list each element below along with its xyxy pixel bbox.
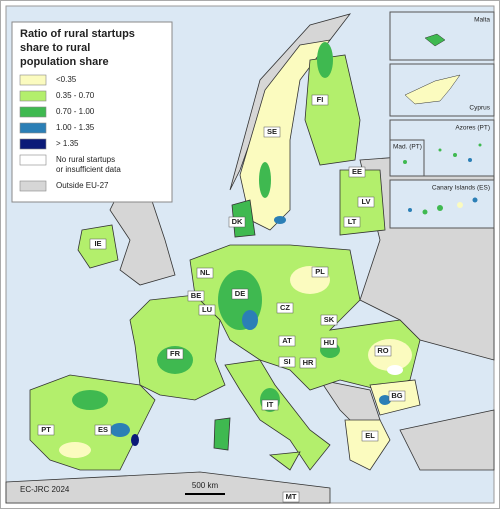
country-label-box <box>263 126 281 138</box>
country-label-box <box>94 424 112 436</box>
country-label: PT <box>41 425 51 434</box>
country-label: AT <box>282 336 292 345</box>
country-label: IE <box>94 239 101 248</box>
country-label-box <box>89 238 107 250</box>
country-label: IT <box>267 400 274 409</box>
legend-title: share to rural <box>20 42 90 54</box>
country-label-box <box>166 348 184 360</box>
country-label-box <box>228 216 246 228</box>
country-label-box <box>348 166 366 178</box>
country-label-box <box>278 335 296 347</box>
country-label-box <box>299 357 317 369</box>
country-label-box <box>361 430 379 442</box>
inset-label: Malta <box>474 17 490 24</box>
country-label: LT <box>348 217 357 226</box>
country-label-box <box>198 304 216 316</box>
legend-label: Outside EU-27 <box>56 181 109 190</box>
country-label: NL <box>200 268 210 277</box>
country-label: SE <box>267 127 277 136</box>
country-label-box <box>320 314 338 326</box>
country-label: HU <box>324 338 335 347</box>
country-label: DE <box>235 289 245 298</box>
legend-title: Ratio of rural startups <box>20 28 135 40</box>
country-label-box <box>261 399 279 411</box>
country-label-box <box>196 267 214 279</box>
country-label: RO <box>377 346 388 355</box>
country-label-box <box>231 288 249 300</box>
country-label-box <box>278 356 296 368</box>
scale-label: 500 km <box>192 481 219 490</box>
legend-title: population share <box>20 56 109 68</box>
country-label: CZ <box>280 303 290 312</box>
country-label: EE <box>352 167 362 176</box>
country-label: LV <box>361 197 370 206</box>
country-label: MT <box>286 492 297 501</box>
inset-label: Azores (PT) <box>455 125 490 132</box>
country-label-box <box>276 302 294 314</box>
country-label-box <box>282 491 300 503</box>
legend-swatch <box>19 180 47 192</box>
legend-swatch <box>19 106 47 118</box>
country-label: ES <box>98 425 108 434</box>
country-label: HR <box>303 358 314 367</box>
legend-swatch <box>19 154 47 166</box>
country-label: DK <box>232 217 243 226</box>
legend-label: <0.35 <box>56 75 77 84</box>
legend-swatch <box>19 122 47 134</box>
legend-label: > 1.35 <box>56 139 79 148</box>
inset-label: Canary Islands (ES) <box>432 185 490 192</box>
country-label-box <box>388 390 406 402</box>
country-label-box <box>357 196 375 208</box>
country-label-box <box>320 337 338 349</box>
country-label: BE <box>191 291 201 300</box>
legend-swatch <box>19 90 47 102</box>
country-label-box <box>311 94 329 106</box>
inset-label: Mad. (PT) <box>393 144 422 151</box>
country-label: BG <box>391 391 402 400</box>
legend-label: or insufficient data <box>56 165 121 174</box>
insets <box>389 11 495 229</box>
country-label-box <box>37 424 55 436</box>
country-label: FR <box>170 349 181 358</box>
country-label: EL <box>365 431 375 440</box>
legend-label: 1.00 - 1.35 <box>56 123 95 132</box>
inset-label: Cyprus <box>469 105 490 112</box>
legend-label: No rural startups <box>56 155 115 164</box>
legend-label: 0.35 - 0.70 <box>56 91 95 100</box>
country-label: FI <box>317 95 324 104</box>
country-label: SK <box>324 315 335 324</box>
legend-swatch <box>19 74 47 86</box>
country-label: LU <box>202 305 212 314</box>
credit: EC-JRC 2024 <box>20 485 70 494</box>
country-label: SI <box>283 357 290 366</box>
legend-swatch <box>19 138 47 150</box>
country-label-box <box>343 216 361 228</box>
legend-label: 0.70 - 1.00 <box>56 107 95 116</box>
country-label: PL <box>315 267 325 276</box>
country-label-box <box>374 345 392 357</box>
country-label-box <box>311 266 329 278</box>
country-label-box <box>187 290 205 302</box>
